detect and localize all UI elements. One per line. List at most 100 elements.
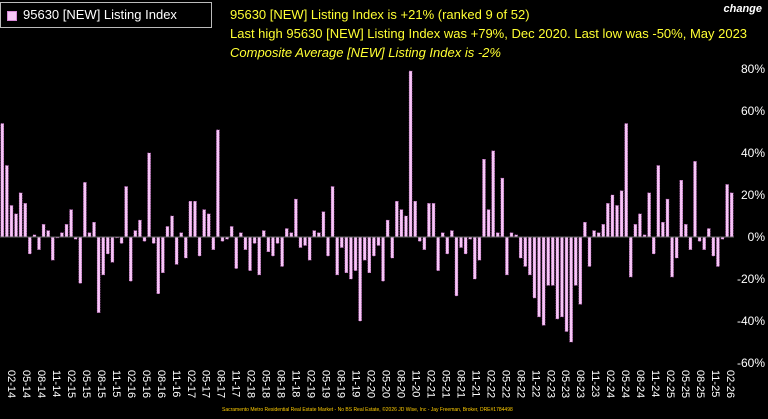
y-axis-title: change <box>723 3 762 15</box>
x-tick-label: 02-26 <box>724 370 736 398</box>
x-tick-label: 11-19 <box>350 370 362 397</box>
bar <box>188 201 193 238</box>
x-tick-label: 08-17 <box>215 370 227 398</box>
bar <box>688 236 693 250</box>
bar <box>505 236 509 276</box>
bar <box>106 236 110 255</box>
bar <box>697 236 702 242</box>
x-tick-label: 05-17 <box>200 370 212 398</box>
x-tick-label: 05-15 <box>80 370 92 398</box>
bar <box>46 230 50 238</box>
bar <box>129 236 133 282</box>
bar <box>161 236 165 274</box>
x-tick-label: 02-17 <box>185 370 197 398</box>
bar <box>78 236 83 284</box>
y-tick-label: -20% <box>737 272 765 286</box>
bar <box>711 236 716 257</box>
bar <box>523 236 527 267</box>
bar <box>381 236 385 282</box>
bar <box>23 203 27 238</box>
x-tick-label: 02-18 <box>245 370 257 398</box>
bar <box>450 230 454 238</box>
bar <box>537 236 541 318</box>
bar <box>633 224 638 238</box>
bar <box>289 232 294 238</box>
bar <box>587 236 592 267</box>
bar <box>184 236 188 259</box>
bar <box>28 236 32 255</box>
bar <box>440 232 445 238</box>
bar <box>399 209 404 238</box>
bar <box>307 236 312 261</box>
bar <box>385 219 390 238</box>
bar <box>496 232 500 238</box>
bar <box>220 236 225 242</box>
bar <box>413 201 417 238</box>
bar <box>234 236 238 269</box>
bar <box>37 236 41 250</box>
bar <box>179 232 183 238</box>
bar <box>477 236 482 261</box>
bar <box>651 236 656 255</box>
bar <box>271 236 275 257</box>
bar <box>69 209 73 238</box>
bar <box>60 232 64 238</box>
bar <box>216 129 220 238</box>
bar <box>83 182 87 238</box>
bar <box>729 192 734 238</box>
bar <box>51 236 55 261</box>
bar <box>266 236 271 252</box>
x-tick-label: 02-16 <box>125 370 137 398</box>
bar <box>18 192 23 238</box>
bar <box>647 192 651 238</box>
x-tick-label: 08-18 <box>275 370 287 398</box>
bar <box>294 198 298 238</box>
bar-series <box>0 70 734 343</box>
footer-credit: Sacramento Metro Residential Real Estate… <box>222 407 513 413</box>
bar <box>656 165 661 238</box>
bar <box>629 236 633 278</box>
legend-swatch-icon <box>7 10 17 21</box>
bar <box>133 230 138 238</box>
bar <box>606 203 610 238</box>
y-tick-label: 20% <box>741 188 765 202</box>
bar <box>14 213 18 238</box>
bar <box>0 123 5 238</box>
bar <box>422 236 427 250</box>
bar <box>202 209 206 238</box>
x-tick-label: 02-20 <box>365 370 377 398</box>
bar <box>284 228 289 238</box>
x-tick-label: 02-25 <box>664 370 676 398</box>
bar <box>578 236 583 305</box>
headline-current-rank: 95630 [NEW] Listing Index is +21% (ranke… <box>230 7 530 22</box>
x-tick-label: 11-24 <box>649 370 661 397</box>
bar <box>454 236 459 297</box>
bar <box>96 236 101 313</box>
x-tick-label: 11-20 <box>409 370 421 397</box>
bar <box>124 186 128 238</box>
bar <box>509 232 514 238</box>
x-tick-label: 11-22 <box>529 370 541 397</box>
bar <box>418 236 422 242</box>
bar <box>541 236 546 326</box>
x-tick-label: 08-14 <box>35 370 47 398</box>
x-tick-label: 05-23 <box>559 370 571 398</box>
bar <box>431 203 436 238</box>
bar <box>248 236 252 271</box>
x-tick-label: 11-23 <box>589 370 601 397</box>
bar <box>551 236 555 286</box>
legend-label: 95630 [NEW] Listing Index <box>23 7 177 22</box>
bar <box>303 236 307 246</box>
bar <box>298 236 303 248</box>
bar <box>110 236 115 263</box>
bar <box>138 219 142 238</box>
bar <box>207 213 211 238</box>
headline-composite-average: Composite Average [NEW] Listing Index is… <box>230 45 501 60</box>
bar <box>321 211 326 238</box>
x-tick-label: 11-25 <box>709 370 721 397</box>
bar <box>583 222 587 238</box>
bar <box>408 70 413 238</box>
bar <box>404 215 408 238</box>
bar <box>693 161 697 238</box>
x-tick-label: 05-14 <box>20 370 32 398</box>
